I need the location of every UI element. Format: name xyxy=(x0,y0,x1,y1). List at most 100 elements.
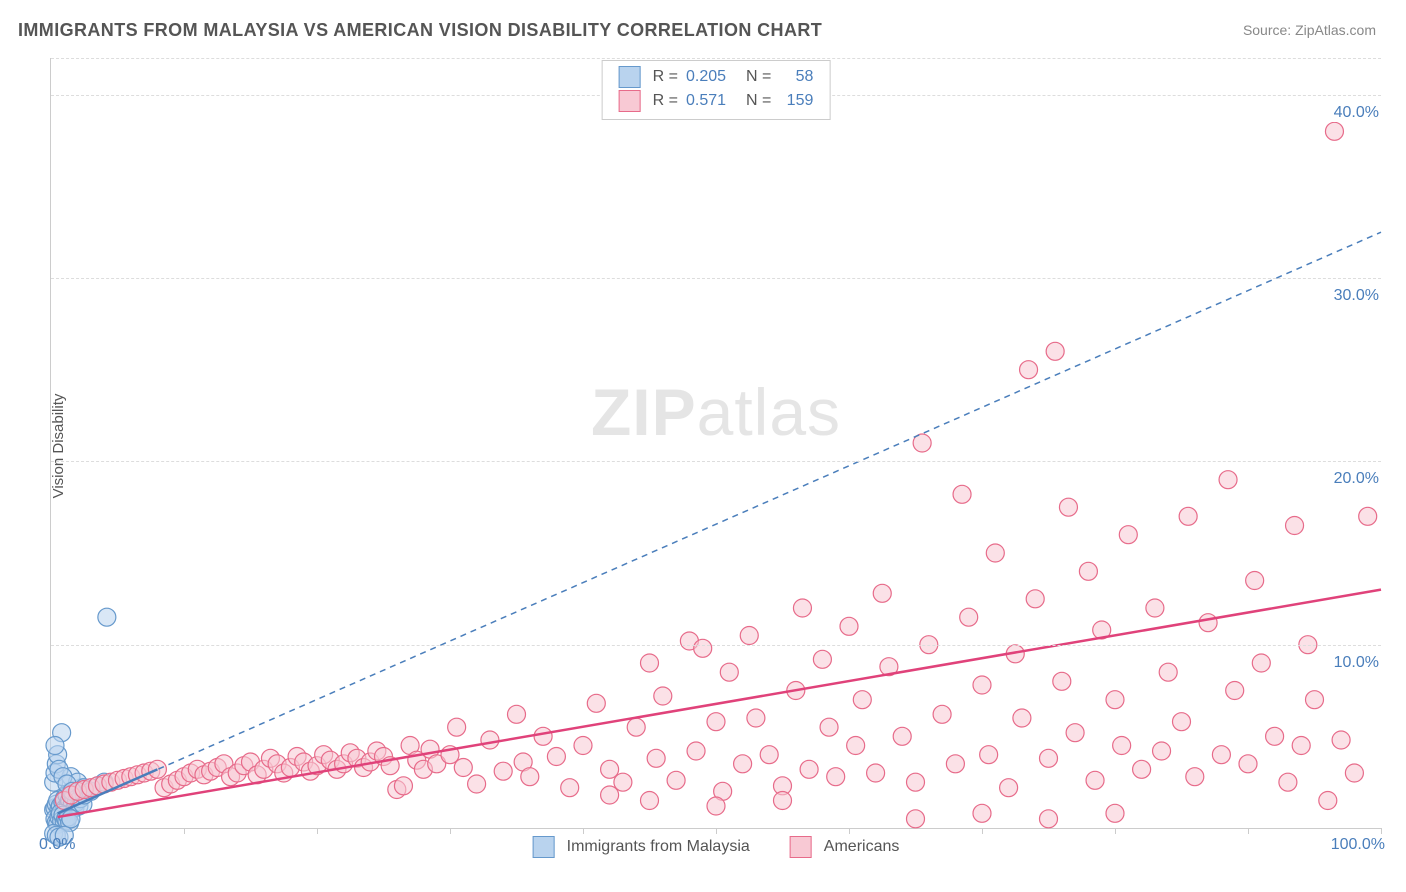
legend-label: Immigrants from Malaysia xyxy=(567,838,750,856)
n-label: N = xyxy=(746,65,771,89)
scatter-point xyxy=(1246,572,1264,590)
scatter-point xyxy=(394,777,412,795)
scatter-point xyxy=(986,544,1004,562)
scatter-point xyxy=(1146,599,1164,617)
scatter-point xyxy=(481,731,499,749)
scatter-point xyxy=(793,599,811,617)
scatter-point xyxy=(1040,749,1058,767)
x-max-label: 100.0% xyxy=(1331,836,1385,854)
scatter-point xyxy=(1040,810,1058,828)
scatter-point xyxy=(774,792,792,810)
scatter-point xyxy=(454,759,472,777)
scatter-point xyxy=(1153,742,1171,760)
scatter-point xyxy=(448,718,466,736)
scatter-point xyxy=(1212,746,1230,764)
r-label: R = xyxy=(653,65,678,89)
scatter-point xyxy=(946,755,964,773)
scatter-point xyxy=(1106,804,1124,822)
scatter-point xyxy=(468,775,486,793)
scatter-point xyxy=(1020,361,1038,379)
scatter-point xyxy=(561,779,579,797)
scatter-point xyxy=(1199,614,1217,632)
scatter-point xyxy=(707,713,725,731)
r-label: R = xyxy=(653,89,678,113)
scatter-point xyxy=(547,748,565,766)
x-tick xyxy=(184,828,185,834)
scatter-point xyxy=(840,617,858,635)
legend-stats-row: R = 0.205 N = 58 xyxy=(619,65,814,89)
x-tick xyxy=(1115,828,1116,834)
swatch-pink-icon xyxy=(790,836,812,858)
scatter-point xyxy=(641,792,659,810)
legend-item-malaysia: Immigrants from Malaysia xyxy=(533,836,750,858)
scatter-point xyxy=(1179,507,1197,525)
legend-stats: R = 0.205 N = 58 R = 0.571 N = 159 xyxy=(602,60,831,120)
scatter-point xyxy=(1119,526,1137,544)
scatter-point xyxy=(973,676,991,694)
chart-title: IMMIGRANTS FROM MALAYSIA VS AMERICAN VIS… xyxy=(18,20,822,41)
scatter-point xyxy=(1332,731,1350,749)
scatter-point xyxy=(827,768,845,786)
gridline xyxy=(51,278,1381,279)
scatter-point xyxy=(1053,672,1071,690)
x-tick xyxy=(1381,828,1382,834)
scatter-point xyxy=(1086,771,1104,789)
scatter-point xyxy=(1079,562,1097,580)
scatter-point xyxy=(1306,691,1324,709)
scatter-point xyxy=(760,746,778,764)
scatter-point xyxy=(1345,764,1363,782)
scatter-point xyxy=(687,742,705,760)
scatter-point xyxy=(820,718,838,736)
source-prefix: Source: xyxy=(1243,22,1295,38)
x-tick xyxy=(1248,828,1249,834)
y-tick-label: 40.0% xyxy=(1330,104,1383,122)
scatter-point xyxy=(1173,713,1191,731)
x-tick xyxy=(982,828,983,834)
scatter-point xyxy=(1000,779,1018,797)
scatter-point xyxy=(1286,517,1304,535)
scatter-point xyxy=(740,627,758,645)
scatter-point xyxy=(980,746,998,764)
x-tick xyxy=(849,828,850,834)
scatter-point xyxy=(647,749,665,767)
n-value: 58 xyxy=(779,65,813,89)
scatter-point xyxy=(747,709,765,727)
scatter-point xyxy=(1266,727,1284,745)
source-name: ZipAtlas.com xyxy=(1295,22,1376,38)
scatter-point xyxy=(1359,507,1377,525)
scatter-point xyxy=(893,727,911,745)
plot-area: ZIPatlas R = 0.205 N = 58 R = 0.571 N = … xyxy=(50,58,1381,829)
legend-series: Immigrants from Malaysia Americans xyxy=(533,836,900,858)
y-tick-label: 10.0% xyxy=(1330,654,1383,672)
scatter-point xyxy=(873,584,891,602)
swatch-pink-icon xyxy=(619,90,641,112)
y-tick-label: 20.0% xyxy=(1330,470,1383,488)
legend-item-americans: Americans xyxy=(790,836,900,858)
scatter-point xyxy=(933,705,951,723)
scatter-point xyxy=(1066,724,1084,742)
scatter-point xyxy=(1292,737,1310,755)
swatch-blue-icon xyxy=(533,836,555,858)
scatter-point xyxy=(521,768,539,786)
scatter-point xyxy=(813,650,831,668)
legend-stats-row: R = 0.571 N = 159 xyxy=(619,89,814,113)
chart-svg xyxy=(51,58,1381,828)
scatter-point xyxy=(1219,471,1237,489)
scatter-point xyxy=(1226,682,1244,700)
scatter-point xyxy=(641,654,659,672)
scatter-point xyxy=(1133,760,1151,778)
swatch-blue-icon xyxy=(619,66,641,88)
scatter-point xyxy=(800,760,818,778)
scatter-point xyxy=(574,737,592,755)
n-label: N = xyxy=(746,89,771,113)
scatter-point xyxy=(1279,773,1297,791)
gridline xyxy=(51,58,1381,59)
scatter-point xyxy=(1186,768,1204,786)
scatter-point xyxy=(98,608,116,626)
scatter-point xyxy=(847,737,865,755)
scatter-point xyxy=(1252,654,1270,672)
scatter-point xyxy=(960,608,978,626)
scatter-point xyxy=(720,663,738,681)
scatter-point xyxy=(907,773,925,791)
scatter-point xyxy=(973,804,991,822)
